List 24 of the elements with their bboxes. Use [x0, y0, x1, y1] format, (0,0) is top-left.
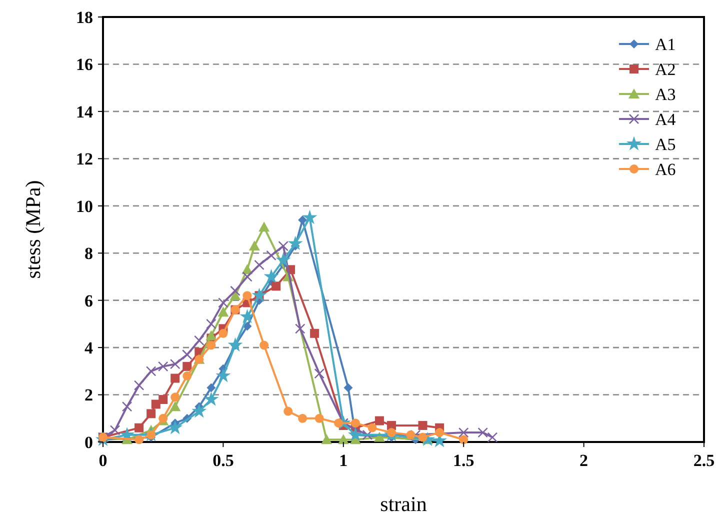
- y-tick-label: 2: [84, 386, 93, 405]
- y-tick-label: 6: [84, 291, 93, 310]
- y-tick-label: 8: [84, 244, 93, 264]
- y-tick-label: 12: [76, 150, 93, 169]
- x-tick-label: 0: [98, 451, 108, 470]
- x-tick-label: 2.5: [693, 451, 715, 470]
- legend-label: A5: [655, 134, 676, 154]
- y-tick-label: 10: [76, 196, 93, 216]
- y-axis-title: stess (MPa): [21, 180, 45, 279]
- y-tick-label: 16: [76, 55, 93, 74]
- legend-label: A6: [655, 160, 676, 179]
- y-tick-label: 14: [76, 102, 94, 122]
- y-tick-label: 0: [84, 432, 93, 452]
- x-tick-label: 0.5: [212, 451, 234, 470]
- y-tick-label: 18: [76, 8, 93, 27]
- x-tick-label: 1: [339, 451, 348, 470]
- legend-label: A3: [655, 84, 676, 104]
- x-axis-title: strain: [380, 492, 428, 516]
- y-tick-label: 4: [84, 338, 94, 358]
- legend-label: A4: [655, 110, 676, 129]
- x-tick-label: 1.5: [452, 451, 474, 470]
- x-tick-label: 2: [580, 451, 588, 470]
- legend-label: A1: [655, 34, 676, 54]
- legend-label: A2: [655, 60, 676, 79]
